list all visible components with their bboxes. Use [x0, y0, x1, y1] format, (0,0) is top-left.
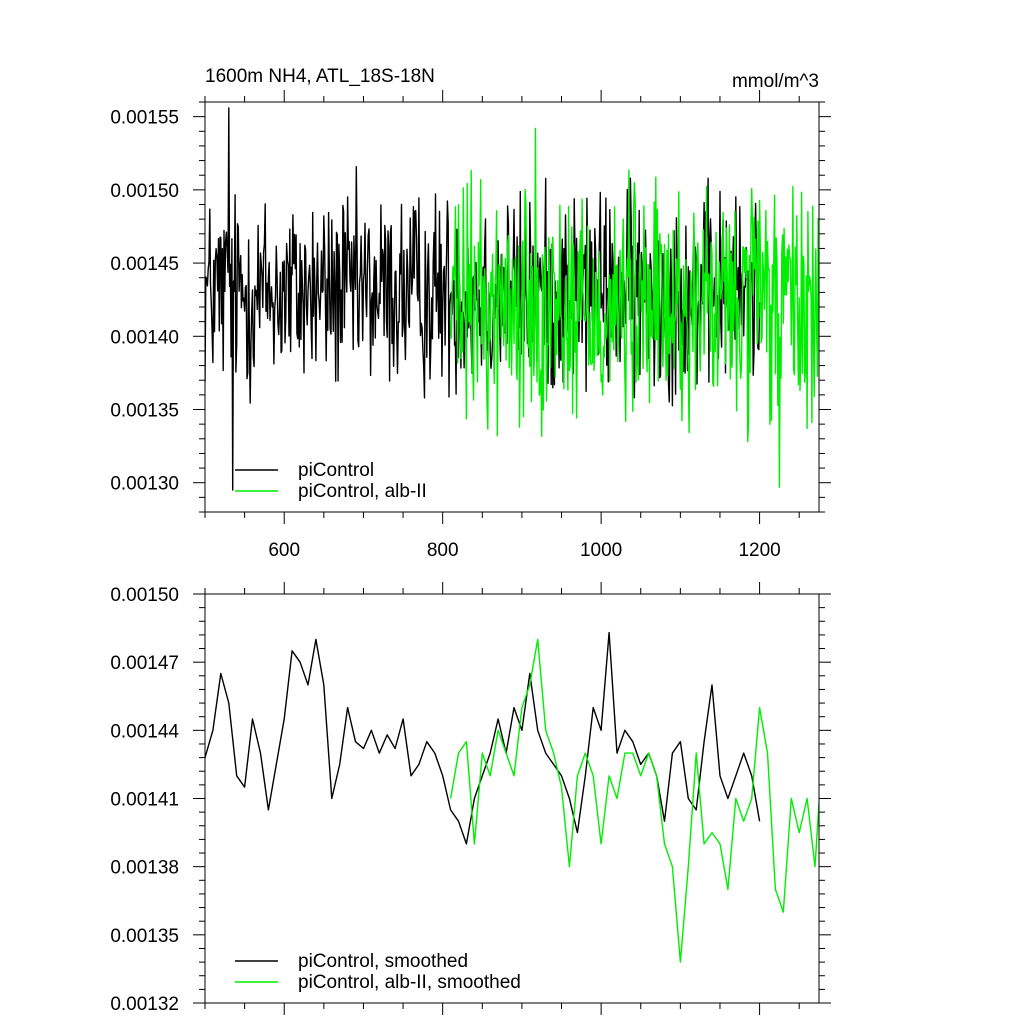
y-tick-label: 0.00140 — [110, 327, 179, 348]
plot-area — [205, 107, 819, 491]
plot-area — [205, 631, 819, 963]
y-tick-label: 0.00138 — [110, 858, 179, 879]
y-tick-label: 0.00130 — [110, 474, 179, 495]
y-tick-label: 0.00155 — [110, 108, 179, 129]
y-tick-label: 0.00135 — [110, 401, 179, 422]
y-tick-label: 0.00145 — [110, 254, 179, 275]
panel-bottom: 0.00132 0.00135 0.00138 0.00141 0.00144 0.001… — [110, 582, 831, 1015]
y-tick-label: 0.00132 — [110, 994, 179, 1015]
y-tick-label: 0.00150 — [110, 585, 179, 606]
legend-label: piControl, smoothed — [298, 951, 468, 972]
chart-title: 1600m NH4, ATL_18S-18N — [205, 66, 435, 87]
y-tick-label: 0.00141 — [110, 790, 179, 811]
series-line-picontrol-smoothed — [205, 631, 761, 845]
plot-frame — [204, 593, 820, 1004]
y-tick-label: 0.00150 — [110, 181, 179, 202]
series-line-picontrol-alb-ii — [449, 127, 819, 488]
x-tick-label: 800 — [427, 540, 459, 561]
series-line-picontrol-alb-ii-smoothed — [449, 638, 819, 963]
x-tick-label: 1000 — [580, 540, 622, 561]
legend-label: piControl, alb-II — [298, 481, 427, 502]
x-tick-label: 600 — [268, 540, 300, 561]
panel-top: 600 800 1000 1200 0.00130 0.00135 0.00140 0.001… — [110, 66, 831, 561]
x-tick-label: 1200 — [738, 540, 780, 561]
legend-label: piControl, alb-II, smoothed — [298, 972, 521, 993]
units-label: mmol/m^3 — [732, 71, 819, 92]
y-tick-label: 0.00147 — [110, 653, 179, 674]
y-tick-label: 0.00144 — [110, 721, 179, 742]
y-tick-label: 0.00135 — [110, 926, 179, 947]
legend-label: piControl — [298, 460, 374, 481]
